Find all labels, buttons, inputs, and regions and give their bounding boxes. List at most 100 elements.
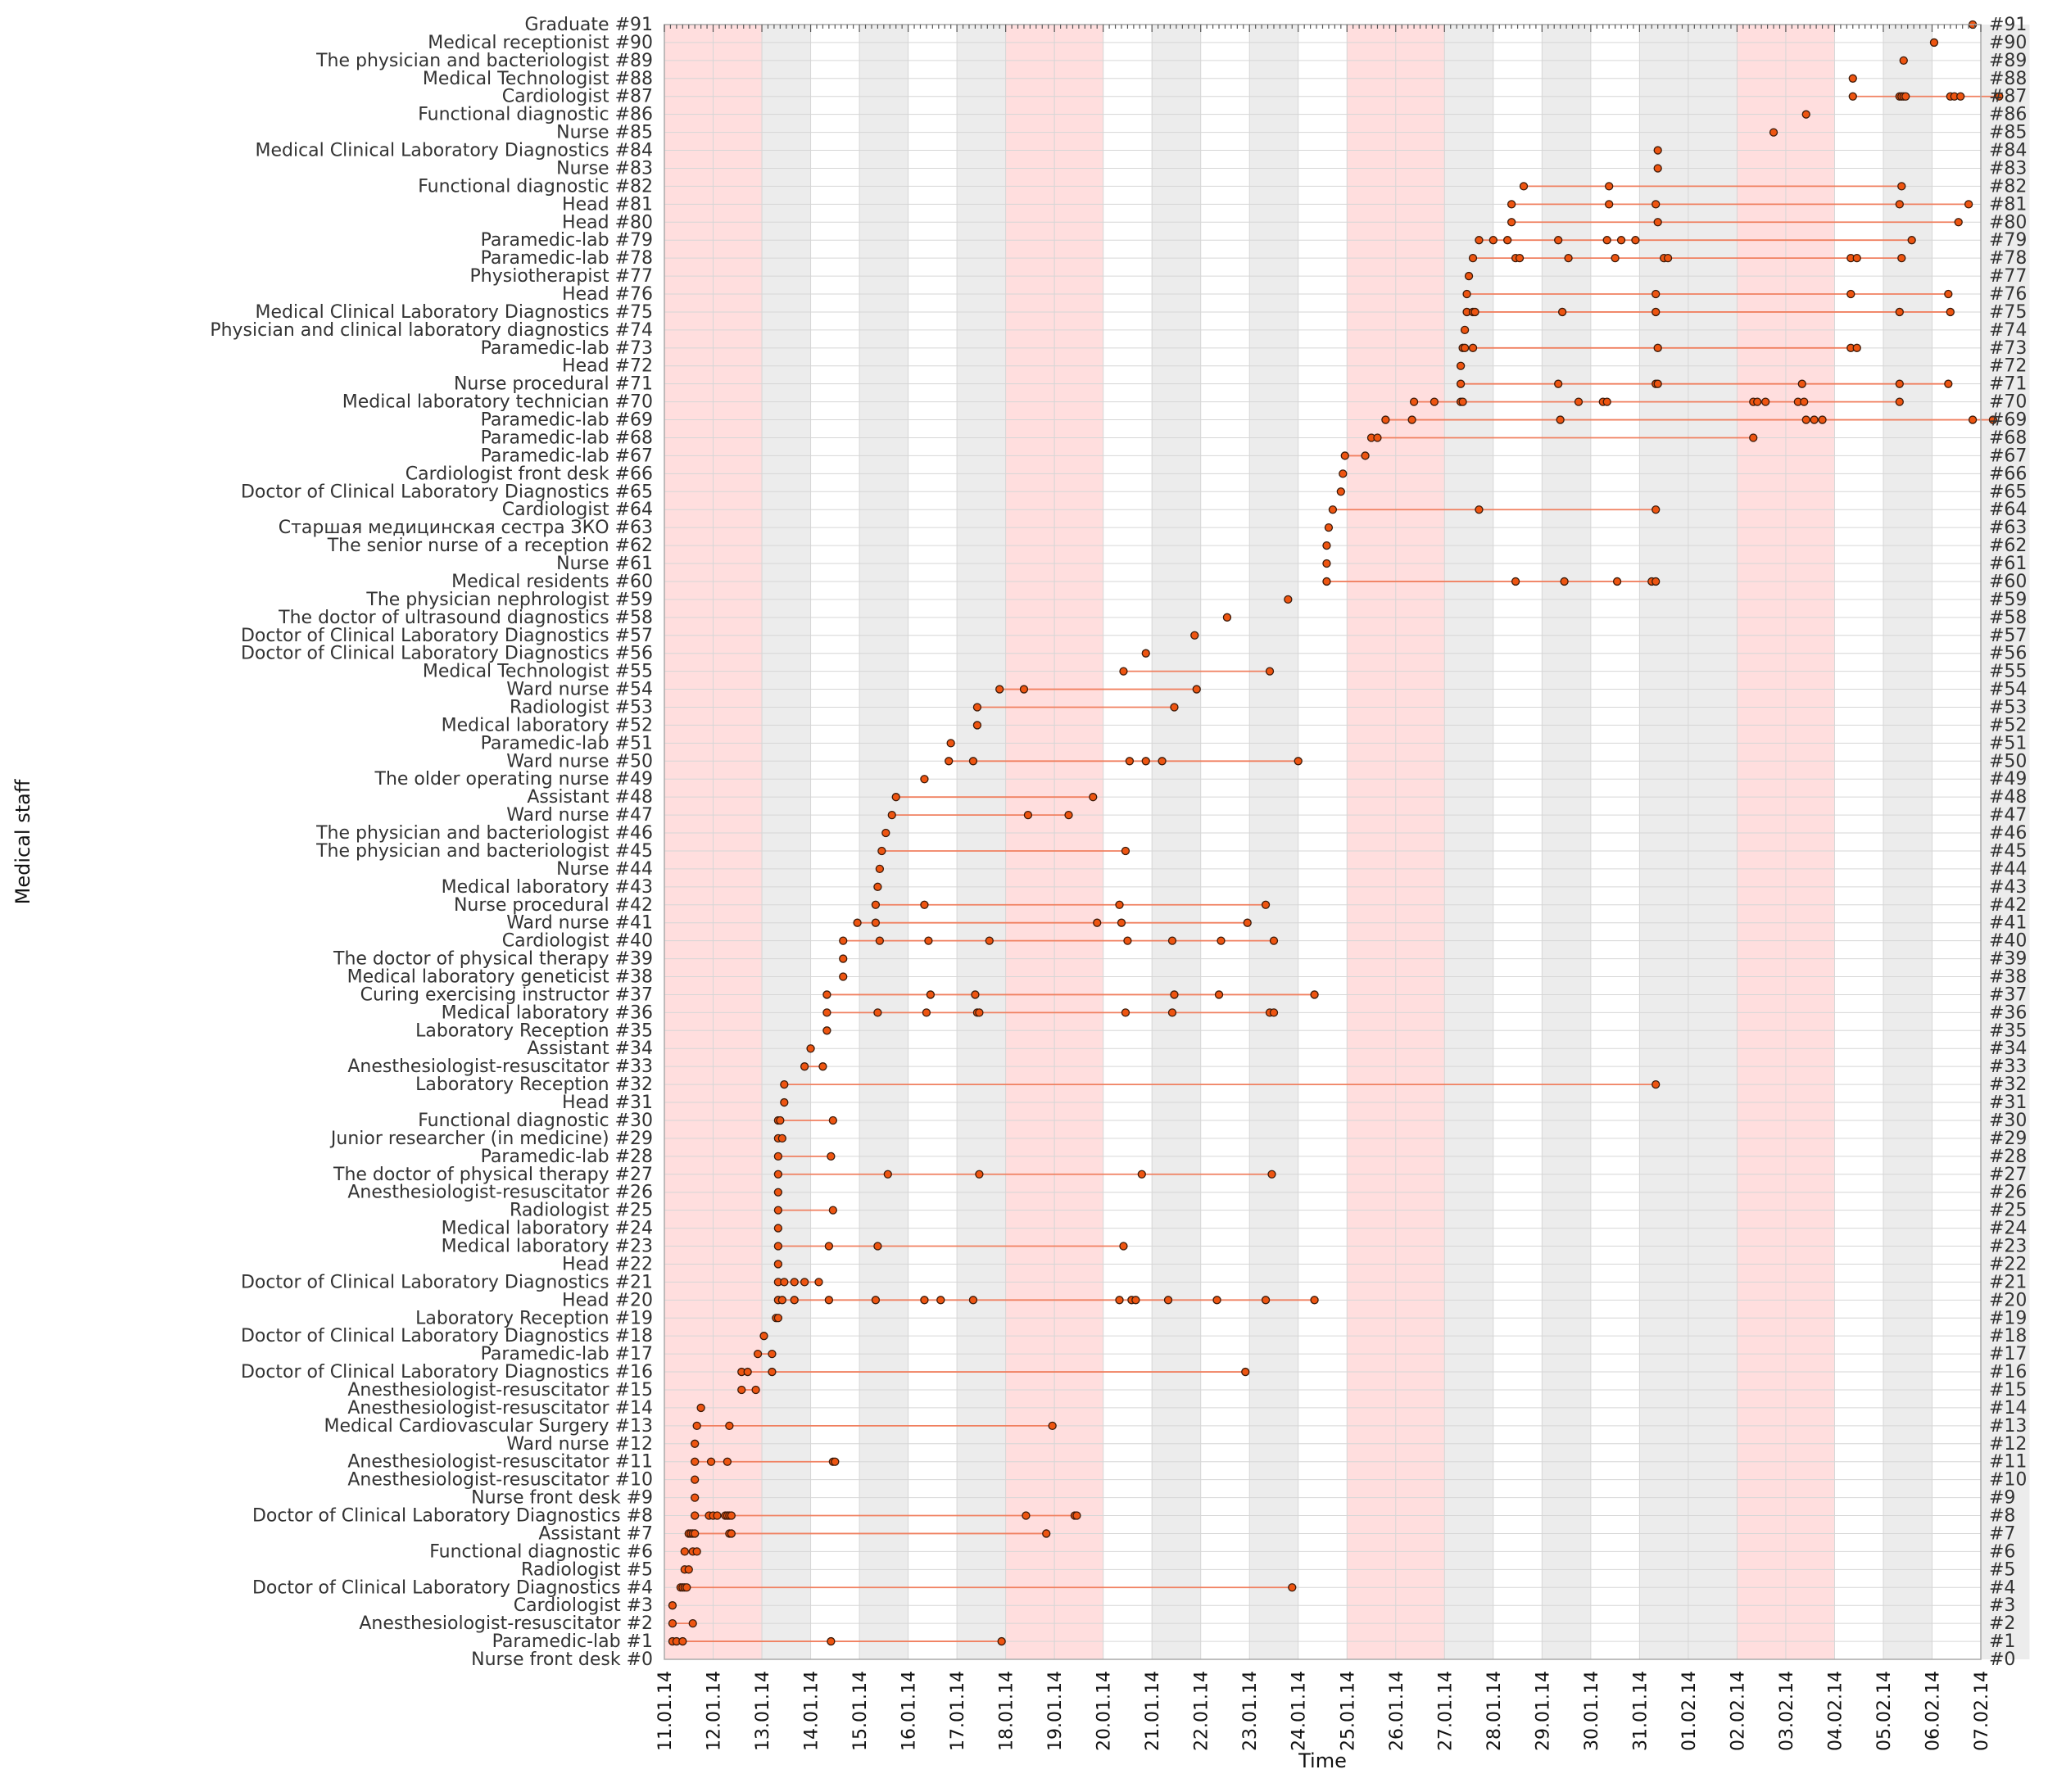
event-point-76-3 — [1944, 289, 1953, 299]
row-id-label-37: #37 — [1989, 984, 2027, 1005]
row-id-label-91: #91 — [1989, 15, 2027, 35]
event-point-33-0 — [800, 1062, 809, 1071]
x-tick-label-9: 20.01.14 — [1094, 1671, 1115, 1751]
event-point-49-0 — [920, 775, 929, 784]
event-point-37-0 — [822, 990, 831, 999]
event-point-30-1 — [776, 1115, 785, 1125]
row-id-label-46: #46 — [1989, 823, 2027, 844]
row-label-80: Head #80 — [562, 212, 653, 233]
row-id-label-3: #3 — [1989, 1595, 2015, 1616]
event-point-15-0 — [737, 1385, 746, 1395]
row-id-label-38: #38 — [1989, 967, 2027, 988]
row-id-label-60: #60 — [1989, 572, 2027, 592]
event-point-79-5 — [1616, 236, 1626, 245]
x-tick-label-24: 04.02.14 — [1825, 1671, 1846, 1751]
event-point-78-4 — [1611, 253, 1620, 263]
event-point-70-8 — [1753, 397, 1762, 406]
event-point-78-8 — [1852, 253, 1861, 263]
row-label-68: Paramedic-lab #68 — [481, 428, 653, 448]
row-label-61: Nurse #61 — [556, 554, 653, 574]
event-point-71-5 — [1895, 379, 1904, 388]
event-point-73-1 — [1460, 343, 1470, 352]
event-point-36-4 — [975, 1008, 984, 1017]
event-point-23-2 — [873, 1242, 882, 1251]
event-point-9-0 — [691, 1493, 700, 1502]
event-point-38-0 — [839, 972, 848, 981]
row-label-21: Doctor of Clinical Laboratory Diagnostic… — [241, 1272, 653, 1292]
row-id-label-16: #16 — [1989, 1362, 2027, 1382]
row-id-label-17: #17 — [1989, 1344, 2027, 1364]
event-point-70-6 — [1602, 397, 1611, 406]
event-point-20-8 — [1115, 1296, 1124, 1305]
event-point-5-1 — [684, 1565, 693, 1574]
row-id-label-26: #26 — [1989, 1183, 2027, 1203]
event-point-51-0 — [946, 739, 955, 748]
event-point-89-0 — [1899, 56, 1908, 66]
event-point-50-5 — [1294, 757, 1303, 766]
row-id-label-55: #55 — [1989, 662, 2027, 682]
event-point-79-1 — [1488, 236, 1497, 245]
event-point-70-0 — [1409, 397, 1419, 406]
event-point-50-1 — [968, 757, 978, 766]
event-point-90-0 — [1929, 38, 1939, 48]
row-label-20: Head #20 — [562, 1290, 653, 1310]
event-point-40-7 — [1269, 936, 1279, 945]
row-label-2: Anesthesiologist-resuscitator #2 — [359, 1613, 653, 1634]
row-label-34: Assistant #34 — [527, 1039, 653, 1059]
row-label-90: Medical receptionist #90 — [428, 33, 653, 53]
row-id-label-44: #44 — [1989, 859, 2027, 880]
row-label-91: Graduate #91 — [524, 15, 653, 35]
event-point-21-3 — [800, 1278, 809, 1287]
row-id-label-43: #43 — [1989, 877, 2027, 898]
row-label-12: Ward nurse #12 — [506, 1434, 653, 1455]
event-point-10-0 — [691, 1475, 700, 1484]
row-id-label-22: #22 — [1989, 1254, 2027, 1274]
event-point-43-0 — [873, 882, 882, 891]
event-point-75-4 — [1652, 307, 1661, 317]
event-point-87-0 — [1848, 92, 1857, 101]
shaded-band-1 — [762, 25, 811, 1659]
event-point-41-0 — [853, 918, 862, 927]
event-point-54-1 — [1019, 685, 1029, 694]
row-label-57: Doctor of Clinical Laboratory Diagnostic… — [241, 626, 653, 646]
row-label-16: Doctor of Clinical Laboratory Diagnostic… — [241, 1362, 653, 1382]
event-point-37-1 — [926, 990, 936, 999]
x-tick-label-14: 25.01.14 — [1338, 1671, 1358, 1751]
event-point-4-4 — [1288, 1583, 1297, 1592]
row-id-label-15: #15 — [1989, 1380, 2027, 1401]
event-point-21-2 — [790, 1278, 799, 1287]
event-point-40-6 — [1217, 936, 1226, 945]
event-point-42-2 — [1115, 900, 1124, 909]
event-point-47-2 — [1064, 810, 1073, 820]
event-point-8-10 — [1072, 1511, 1081, 1520]
row-label-73: Paramedic-lab #73 — [481, 338, 653, 359]
row-label-88: Medical Technologist #88 — [423, 69, 653, 89]
event-point-69-3 — [1801, 415, 1810, 424]
event-point-11-4 — [831, 1457, 840, 1466]
event-point-74-0 — [1460, 325, 1470, 335]
row-label-49: The older operating nurse #49 — [374, 769, 654, 790]
row-label-79: Paramedic-lab #79 — [481, 230, 653, 251]
event-point-28-0 — [773, 1152, 783, 1161]
row-label-44: Nurse #44 — [556, 859, 653, 880]
event-point-42-3 — [1261, 900, 1271, 909]
row-label-6: Functional diagnostic #6 — [429, 1541, 653, 1562]
event-point-60-0 — [1322, 577, 1331, 586]
event-point-64-2 — [1652, 505, 1661, 514]
row-id-label-69: #69 — [1989, 410, 2027, 431]
row-label-51: Paramedic-lab #51 — [481, 733, 653, 753]
event-point-28-1 — [827, 1152, 836, 1161]
event-point-50-4 — [1158, 757, 1167, 766]
event-point-87-4 — [1901, 92, 1910, 101]
row-label-7: Assistant #7 — [538, 1523, 653, 1544]
row-id-label-81: #81 — [1989, 194, 2027, 215]
event-point-2-0 — [668, 1618, 677, 1628]
row-label-33: Anesthesiologist-resuscitator #33 — [347, 1057, 653, 1077]
row-label-89: The physician and bacteriologist #89 — [315, 51, 653, 71]
event-point-54-0 — [995, 685, 1004, 694]
row-label-69: Paramedic-lab #69 — [481, 410, 653, 431]
row-id-label-12: #12 — [1989, 1434, 2027, 1455]
event-point-24-0 — [773, 1224, 783, 1233]
row-label-10: Anesthesiologist-resuscitator #10 — [347, 1470, 653, 1491]
